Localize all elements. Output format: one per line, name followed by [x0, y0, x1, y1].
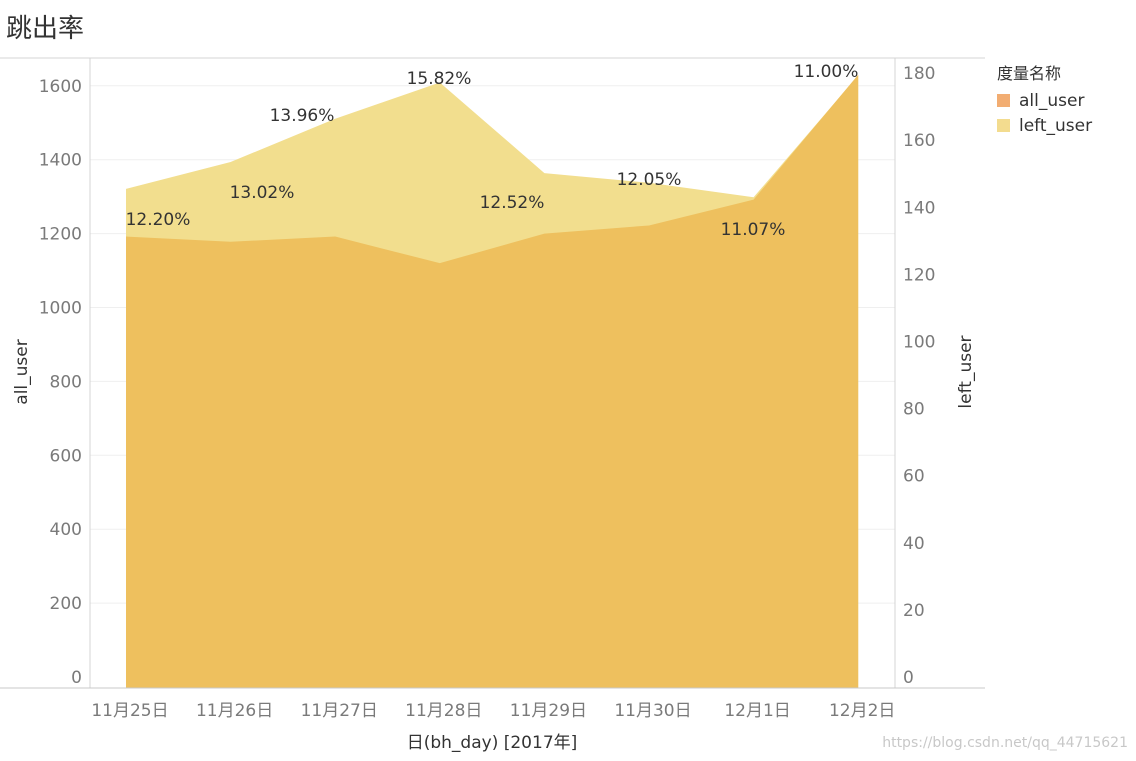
data-label: 15.82%	[407, 69, 472, 89]
y-tick-left: 200	[50, 594, 82, 614]
area-all-user	[126, 74, 859, 689]
data-label: 12.20%	[126, 210, 191, 230]
y-tick-right: 20	[903, 601, 925, 621]
y-tick-right: 0	[903, 668, 914, 688]
y-tick-left: 1200	[39, 225, 82, 245]
x-axis-title: 日(bh_day) [2017年]	[407, 733, 578, 753]
y-tick-left: 800	[50, 372, 82, 392]
y-tick-right: 160	[903, 131, 935, 151]
y-axis-title-left: all_user	[12, 339, 32, 404]
data-labels: 12.20% 13.02% 13.96% 15.82% 12.52% 12.05% 11.0…	[126, 62, 859, 240]
data-label: 13.02%	[230, 183, 295, 203]
y-tick-left: 0	[71, 668, 82, 688]
legend-item-all-user[interactable]: all_user	[997, 88, 1132, 113]
legend-title: 度量名称	[997, 64, 1062, 83]
legend-label-left-user: left_user	[1019, 115, 1093, 136]
x-tick: 11月29日	[510, 701, 587, 721]
y-tick-left: 1600	[39, 77, 82, 97]
y-tick-left: 1400	[39, 151, 82, 171]
legend: 度量名称 all_user left_user	[997, 60, 1132, 138]
y-tick-right: 100	[903, 333, 935, 353]
x-tick: 11月25日	[91, 701, 168, 721]
area-series	[125, 74, 859, 689]
y-tick-right: 140	[903, 198, 935, 218]
axes: 0 200 400 600 800 1000 1200 1400 1600 0 20 40 60 80 10…	[0, 57, 985, 721]
y-tick-right: 40	[903, 534, 925, 554]
x-tick: 11月28日	[405, 701, 482, 721]
data-label: 12.52%	[480, 193, 545, 213]
legend-label-all-user: all_user	[1019, 90, 1085, 111]
legend-swatch-left-user	[997, 119, 1010, 132]
x-tick: 12月2日	[829, 701, 895, 721]
y-tick-right: 180	[903, 64, 935, 84]
y-tick-right: 80	[903, 400, 925, 420]
data-label: 12.05%	[617, 170, 682, 190]
watermark: https://blog.csdn.net/qq_44715621	[882, 735, 1128, 751]
data-label: 13.96%	[270, 106, 335, 126]
x-tick: 11月30日	[614, 701, 691, 721]
chart-title: 跳出率	[6, 14, 85, 44]
data-label: 11.00%	[794, 62, 859, 82]
data-label: 11.07%	[721, 220, 786, 240]
x-tick: 11月27日	[301, 701, 378, 721]
legend-item-left-user[interactable]: left_user	[997, 113, 1132, 138]
y-axis-title-right: left_user	[956, 335, 976, 408]
x-tick: 11月26日	[196, 701, 273, 721]
x-tick: 12月1日	[724, 701, 790, 721]
y-tick-left: 600	[50, 446, 82, 466]
y-tick-right: 60	[903, 467, 925, 487]
y-tick-right: 120	[903, 265, 935, 285]
y-tick-left: 1000	[39, 299, 82, 319]
legend-swatch-all-user	[997, 94, 1010, 107]
y-tick-left: 400	[50, 520, 82, 540]
